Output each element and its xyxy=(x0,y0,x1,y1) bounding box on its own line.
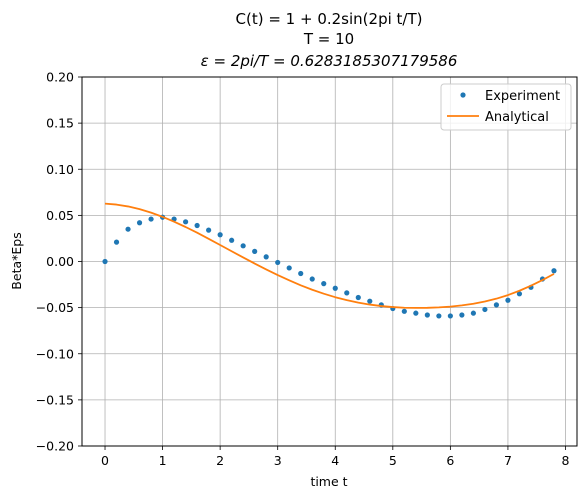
legend: Experiment Analytical xyxy=(440,83,572,131)
y-axis-label: Beta*Eps xyxy=(9,232,24,289)
legend-label-experiment: Experiment xyxy=(485,89,560,104)
data-point-experiment xyxy=(321,281,327,287)
y-tick-label: −0.20 xyxy=(36,439,74,454)
data-point-experiment xyxy=(355,294,361,301)
data-point-experiment xyxy=(413,310,419,316)
data-point-experiment xyxy=(229,237,235,243)
x-tick-label: 4 xyxy=(331,453,339,468)
chart-title-line-1: C(t) = 1 + 0.2sin(2pi t/T) xyxy=(236,10,423,28)
data-point-experiment xyxy=(344,290,350,296)
chart-title-line-2: T = 10 xyxy=(303,30,354,48)
y-tick-label: −0.05 xyxy=(36,300,74,315)
data-point-experiment xyxy=(505,297,511,303)
x-tick-label: 0 xyxy=(101,453,109,468)
data-point-experiment xyxy=(516,291,523,297)
y-axis-ticks: −0.20 −0.15 −0.10 −0.05 0.00 0.05 0.10 0.15 0.20 xyxy=(36,70,82,454)
x-tick-label: 5 xyxy=(389,453,397,468)
data-point-experiment xyxy=(482,306,488,313)
data-point-experiment xyxy=(183,219,189,225)
data-point-experiment xyxy=(367,298,373,304)
data-point-experiment xyxy=(286,265,292,271)
data-point-experiment xyxy=(194,222,200,229)
data-point-experiment xyxy=(136,220,143,226)
series-line-analytical xyxy=(104,202,555,309)
data-point-experiment xyxy=(401,308,407,314)
y-tick-label: −0.10 xyxy=(36,346,74,361)
data-point-experiment xyxy=(424,312,430,318)
x-tick-label: 7 xyxy=(504,453,512,468)
y-tick-label: 0.00 xyxy=(46,254,74,269)
y-tick-label: 0.05 xyxy=(46,208,74,223)
data-point-experiment xyxy=(309,276,315,282)
y-tick-label: 0.10 xyxy=(46,162,74,177)
x-axis-ticks: 0 1 2 3 4 5 6 7 8 xyxy=(101,446,570,468)
data-point-experiment xyxy=(113,239,120,245)
x-tick-label: 2 xyxy=(216,453,224,468)
legend-box xyxy=(440,83,572,131)
x-tick-label: 8 xyxy=(562,453,570,468)
y-tick-label: −0.15 xyxy=(36,392,74,407)
data-point-experiment xyxy=(551,268,557,274)
data-point-experiment xyxy=(206,227,212,233)
data-point-experiment xyxy=(217,232,223,238)
x-axis-label: time t xyxy=(310,474,347,489)
data-point-experiment xyxy=(447,313,453,319)
data-point-experiment xyxy=(125,226,131,232)
chart-title-line-3: ε = 2pi/T = 0.6283185307179586 xyxy=(201,52,458,70)
y-tick-label: 0.20 xyxy=(46,70,74,85)
data-point-experiment xyxy=(148,216,154,222)
data-point-experiment xyxy=(263,254,269,260)
x-tick-label: 6 xyxy=(446,453,454,468)
data-point-experiment xyxy=(102,258,108,265)
legend-label-analytical: Analytical xyxy=(485,110,549,125)
x-tick-label: 1 xyxy=(159,453,167,468)
data-point-experiment xyxy=(436,313,442,319)
y-tick-label: 0.15 xyxy=(46,116,74,131)
data-point-experiment xyxy=(459,312,465,318)
data-point-experiment xyxy=(470,310,476,316)
data-point-experiment xyxy=(332,285,338,291)
data-point-experiment xyxy=(493,302,500,308)
data-point-experiment xyxy=(275,259,281,266)
plot-area xyxy=(102,202,557,319)
data-point-experiment xyxy=(252,248,258,254)
x-tick-label: 3 xyxy=(274,453,282,468)
legend-marker-experiment xyxy=(460,92,466,98)
data-point-experiment xyxy=(240,243,246,249)
data-point-experiment xyxy=(298,270,304,277)
